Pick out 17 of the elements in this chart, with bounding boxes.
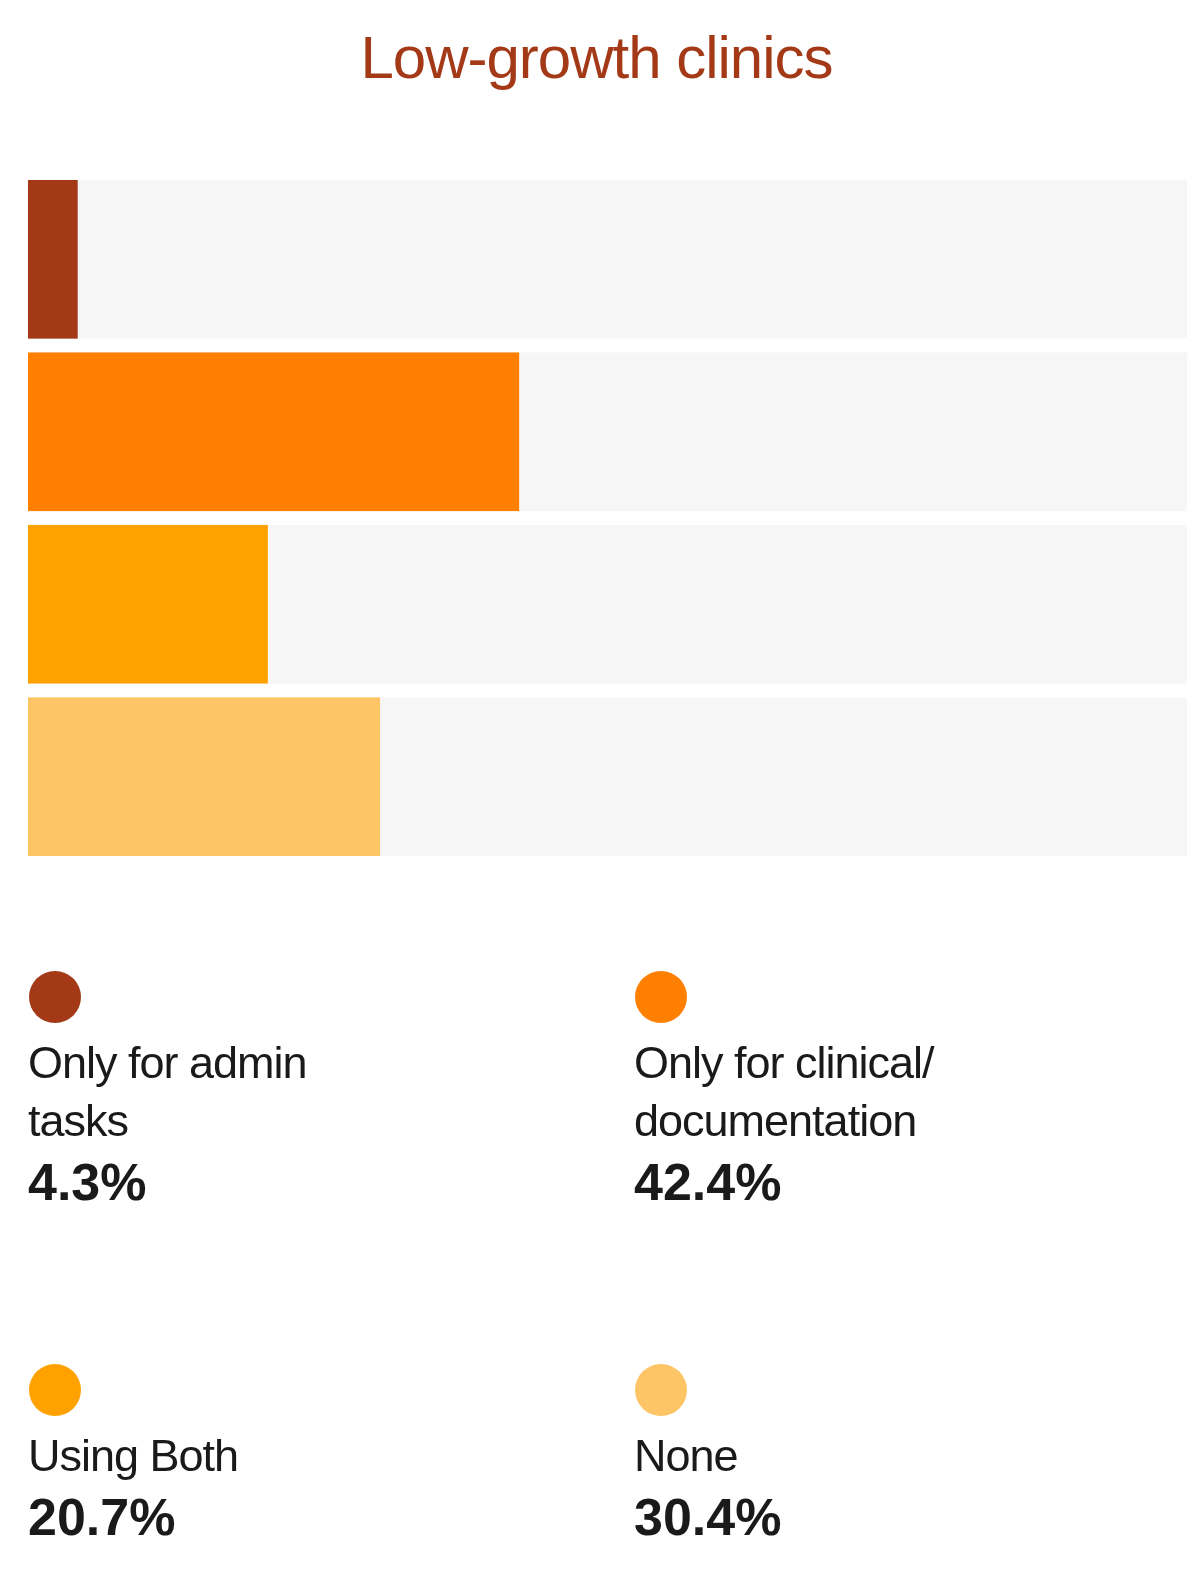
text: 30.4% <box>634 1487 783 1548</box>
legend-label: Only for admin tasks <box>28 1036 308 1148</box>
bar <box>28 524 268 684</box>
legend-label: Only for clinical/ documentation <box>634 1036 936 1148</box>
bar <box>519 352 1187 512</box>
bar <box>28 180 78 339</box>
legend-label: Using Both <box>28 1429 240 1483</box>
chart-title: Low-growth clinics <box>360 24 833 91</box>
bar <box>380 697 1187 856</box>
bar <box>267 524 1187 684</box>
text: 20.7% <box>28 1487 177 1548</box>
bar <box>28 697 381 856</box>
text: 42.4% <box>634 1152 783 1213</box>
bar <box>28 352 520 512</box>
text: 4.3% <box>28 1152 148 1213</box>
legend-label: None <box>634 1429 739 1483</box>
bar <box>77 180 1187 339</box>
